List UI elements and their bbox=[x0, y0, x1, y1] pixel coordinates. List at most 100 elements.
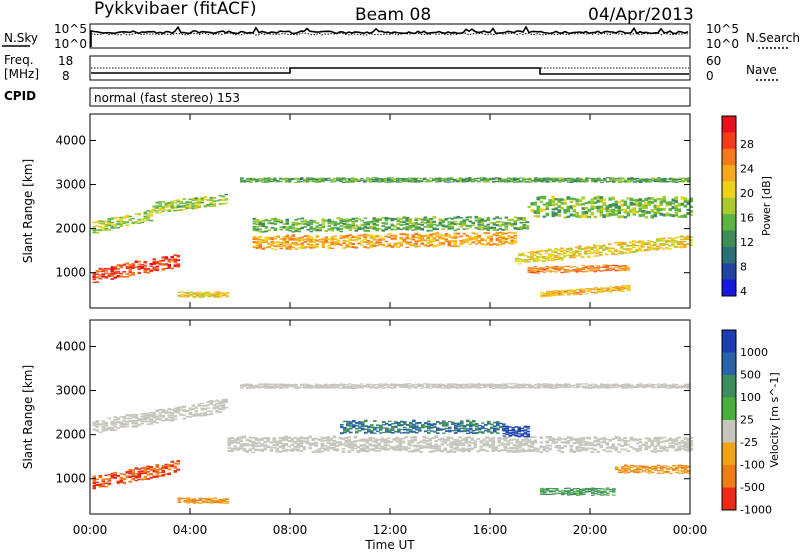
velocity-cell bbox=[335, 441, 340, 443]
velocity-cell bbox=[224, 398, 229, 401]
velocity-cell bbox=[329, 437, 334, 440]
velocity-cell bbox=[476, 438, 481, 440]
velocity-cell bbox=[671, 445, 676, 448]
power-cell bbox=[546, 295, 550, 297]
velocity-cell bbox=[300, 387, 304, 389]
velocity-cell bbox=[461, 442, 466, 445]
power-cell bbox=[315, 243, 320, 245]
velocity-cell bbox=[384, 383, 388, 385]
velocity-cell bbox=[633, 468, 637, 470]
power-cell bbox=[435, 228, 440, 230]
velocity-cell bbox=[602, 449, 607, 452]
velocity-cell bbox=[173, 469, 178, 473]
velocity-cell bbox=[140, 470, 145, 473]
velocity-cell bbox=[579, 494, 583, 496]
velocity-cell bbox=[155, 409, 160, 413]
velocity-cell bbox=[131, 478, 136, 481]
power-cell bbox=[381, 229, 386, 232]
power-cell bbox=[617, 208, 622, 212]
power-cell bbox=[624, 287, 628, 289]
velocity-cell bbox=[401, 448, 406, 451]
power-cell bbox=[146, 268, 151, 271]
power-cell bbox=[516, 217, 521, 220]
velocity-cell bbox=[515, 450, 520, 453]
velocity-cell bbox=[206, 407, 211, 409]
velocity-cell bbox=[389, 441, 394, 443]
power-cell bbox=[188, 202, 193, 204]
velocity-cell bbox=[125, 423, 130, 426]
power-cell bbox=[173, 258, 178, 261]
velocity-cell bbox=[410, 436, 415, 439]
velocity-cell bbox=[299, 441, 304, 445]
power-cell bbox=[644, 249, 648, 252]
velocity-cell bbox=[663, 465, 667, 467]
power-cell bbox=[471, 181, 475, 183]
velocity-cell bbox=[503, 448, 508, 451]
velocity-cell bbox=[508, 434, 513, 437]
velocity-cell bbox=[579, 490, 583, 492]
power-cell bbox=[351, 235, 356, 238]
power-cell bbox=[563, 270, 568, 272]
velocity-cell bbox=[218, 407, 223, 409]
power-cell bbox=[551, 268, 556, 270]
velocity-cell bbox=[642, 387, 646, 389]
power-cell bbox=[642, 180, 646, 182]
power-cell bbox=[662, 195, 667, 200]
power-cell bbox=[552, 293, 556, 295]
velocity-cell bbox=[359, 439, 364, 442]
velocity-cell bbox=[197, 413, 202, 416]
velocity-cell bbox=[122, 420, 127, 422]
power-cell bbox=[285, 221, 290, 223]
power-cell bbox=[330, 181, 334, 183]
power-cell bbox=[465, 179, 469, 181]
velocity-cell bbox=[666, 471, 670, 473]
velocity-cell bbox=[173, 465, 178, 468]
velocity-cell bbox=[677, 445, 682, 448]
power-cell bbox=[396, 241, 401, 244]
power-cell bbox=[552, 179, 556, 181]
power-cell bbox=[249, 181, 253, 183]
velocity-cell bbox=[113, 429, 118, 431]
power-cell bbox=[453, 237, 458, 239]
power-cell bbox=[527, 258, 531, 261]
power-cell bbox=[552, 292, 556, 294]
velocity-cell bbox=[468, 387, 472, 389]
power-cell bbox=[261, 179, 265, 181]
velocity-cell bbox=[422, 439, 427, 442]
power-cell bbox=[638, 240, 642, 243]
velocity-cell bbox=[340, 423, 344, 426]
power-cell bbox=[276, 245, 281, 248]
power-cell bbox=[128, 218, 133, 220]
velocity-cell bbox=[467, 436, 472, 439]
velocity-cell bbox=[275, 444, 280, 447]
velocity-cell bbox=[579, 383, 583, 385]
velocity-cell bbox=[466, 429, 470, 432]
power-cell bbox=[279, 241, 284, 244]
power-cell bbox=[195, 292, 200, 294]
power-cell bbox=[557, 269, 562, 271]
power-cell bbox=[537, 178, 541, 180]
power-cell bbox=[638, 207, 643, 211]
velocity-cell bbox=[284, 438, 289, 441]
power-cell bbox=[348, 242, 353, 244]
power-cell bbox=[363, 180, 367, 182]
power-cell bbox=[119, 266, 124, 269]
power-cell bbox=[119, 275, 124, 278]
power-cell bbox=[477, 235, 482, 239]
velocity-cell bbox=[639, 384, 643, 386]
velocity-cell bbox=[479, 448, 484, 451]
power-cell bbox=[593, 251, 597, 254]
velocity-cell bbox=[284, 448, 289, 451]
power-cell bbox=[318, 180, 322, 183]
power-cell bbox=[390, 177, 394, 179]
velocity-cell bbox=[657, 467, 661, 469]
velocity-cell bbox=[417, 385, 421, 387]
power-cell bbox=[158, 207, 163, 210]
velocity-cell bbox=[146, 412, 151, 415]
velocity-cell bbox=[358, 423, 362, 425]
power-cell bbox=[492, 177, 496, 179]
velocity-cell bbox=[576, 384, 580, 386]
velocity-cell bbox=[514, 426, 519, 428]
power-cell bbox=[107, 222, 112, 225]
velocity-cell bbox=[195, 499, 200, 501]
